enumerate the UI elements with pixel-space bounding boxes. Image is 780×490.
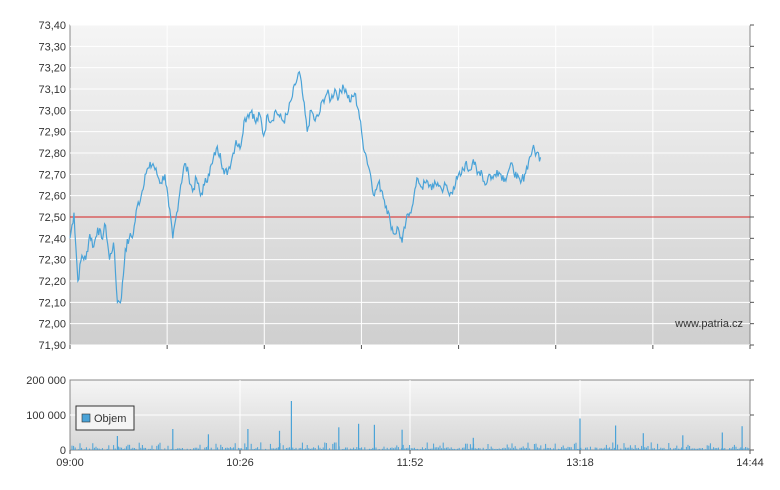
- price-tick-label: 73,00: [38, 105, 66, 117]
- price-tick-label: 73,40: [38, 20, 66, 32]
- watermark: www.patria.cz: [674, 318, 743, 330]
- volume-panel: 0 100 000 200 000 09:00 10:26 11:52 13:18 14:4…: [26, 375, 764, 469]
- price-tick-label: 72,00: [38, 319, 66, 331]
- price-tick-label: 72,80: [38, 148, 66, 160]
- volume-tick-label: 0: [60, 445, 66, 457]
- legend-swatch: [81, 413, 91, 423]
- price-tick-label: 72,40: [38, 233, 66, 245]
- x-tick-label: 11:52: [397, 457, 424, 469]
- price-tick-label: 72,10: [38, 297, 66, 309]
- volume-legend: Objem: [75, 405, 135, 431]
- x-tick-label: 14:44: [736, 457, 764, 469]
- price-tick-label: 73,10: [38, 84, 66, 96]
- volume-tick-label: 200 000: [26, 375, 66, 387]
- x-tick-label: 09:00: [56, 457, 84, 469]
- volume-tick-label: 100 000: [26, 410, 66, 422]
- price-series-line: [69, 70, 542, 305]
- x-tick-label: 10:26: [226, 457, 254, 469]
- price-tick-label: 73,30: [38, 41, 66, 53]
- price-tick-label: 72,90: [38, 127, 66, 139]
- volume-y-axis: 0 100 000 200 000: [26, 375, 754, 457]
- price-y-axis: 71,90 72,00 72,10 72,20 72,30 72,40 72,50 72,60…: [38, 20, 754, 352]
- price-gridlines: [69, 24, 751, 349]
- price-plot-area: [69, 24, 751, 346]
- price-panel: 71,90 72,00 72,10 72,20 72,30 72,40 72,50 72,60…: [38, 20, 754, 352]
- x-tick-label: 13:18: [566, 457, 594, 469]
- price-tick-label: 72,50: [38, 212, 66, 224]
- price-tick-label: 73,20: [38, 63, 66, 75]
- price-tick-label: 72,30: [38, 255, 66, 267]
- price-tick-label: 72,70: [38, 169, 66, 181]
- price-tick-label: 72,60: [38, 191, 66, 203]
- legend-label: Objem: [94, 413, 126, 425]
- price-tick-label: 72,20: [38, 276, 66, 288]
- volume-bars: [71, 401, 750, 450]
- price-tick-label: 71,90: [38, 340, 66, 352]
- x-axis: 09:00 10:26 11:52 13:18 14:44: [56, 450, 764, 469]
